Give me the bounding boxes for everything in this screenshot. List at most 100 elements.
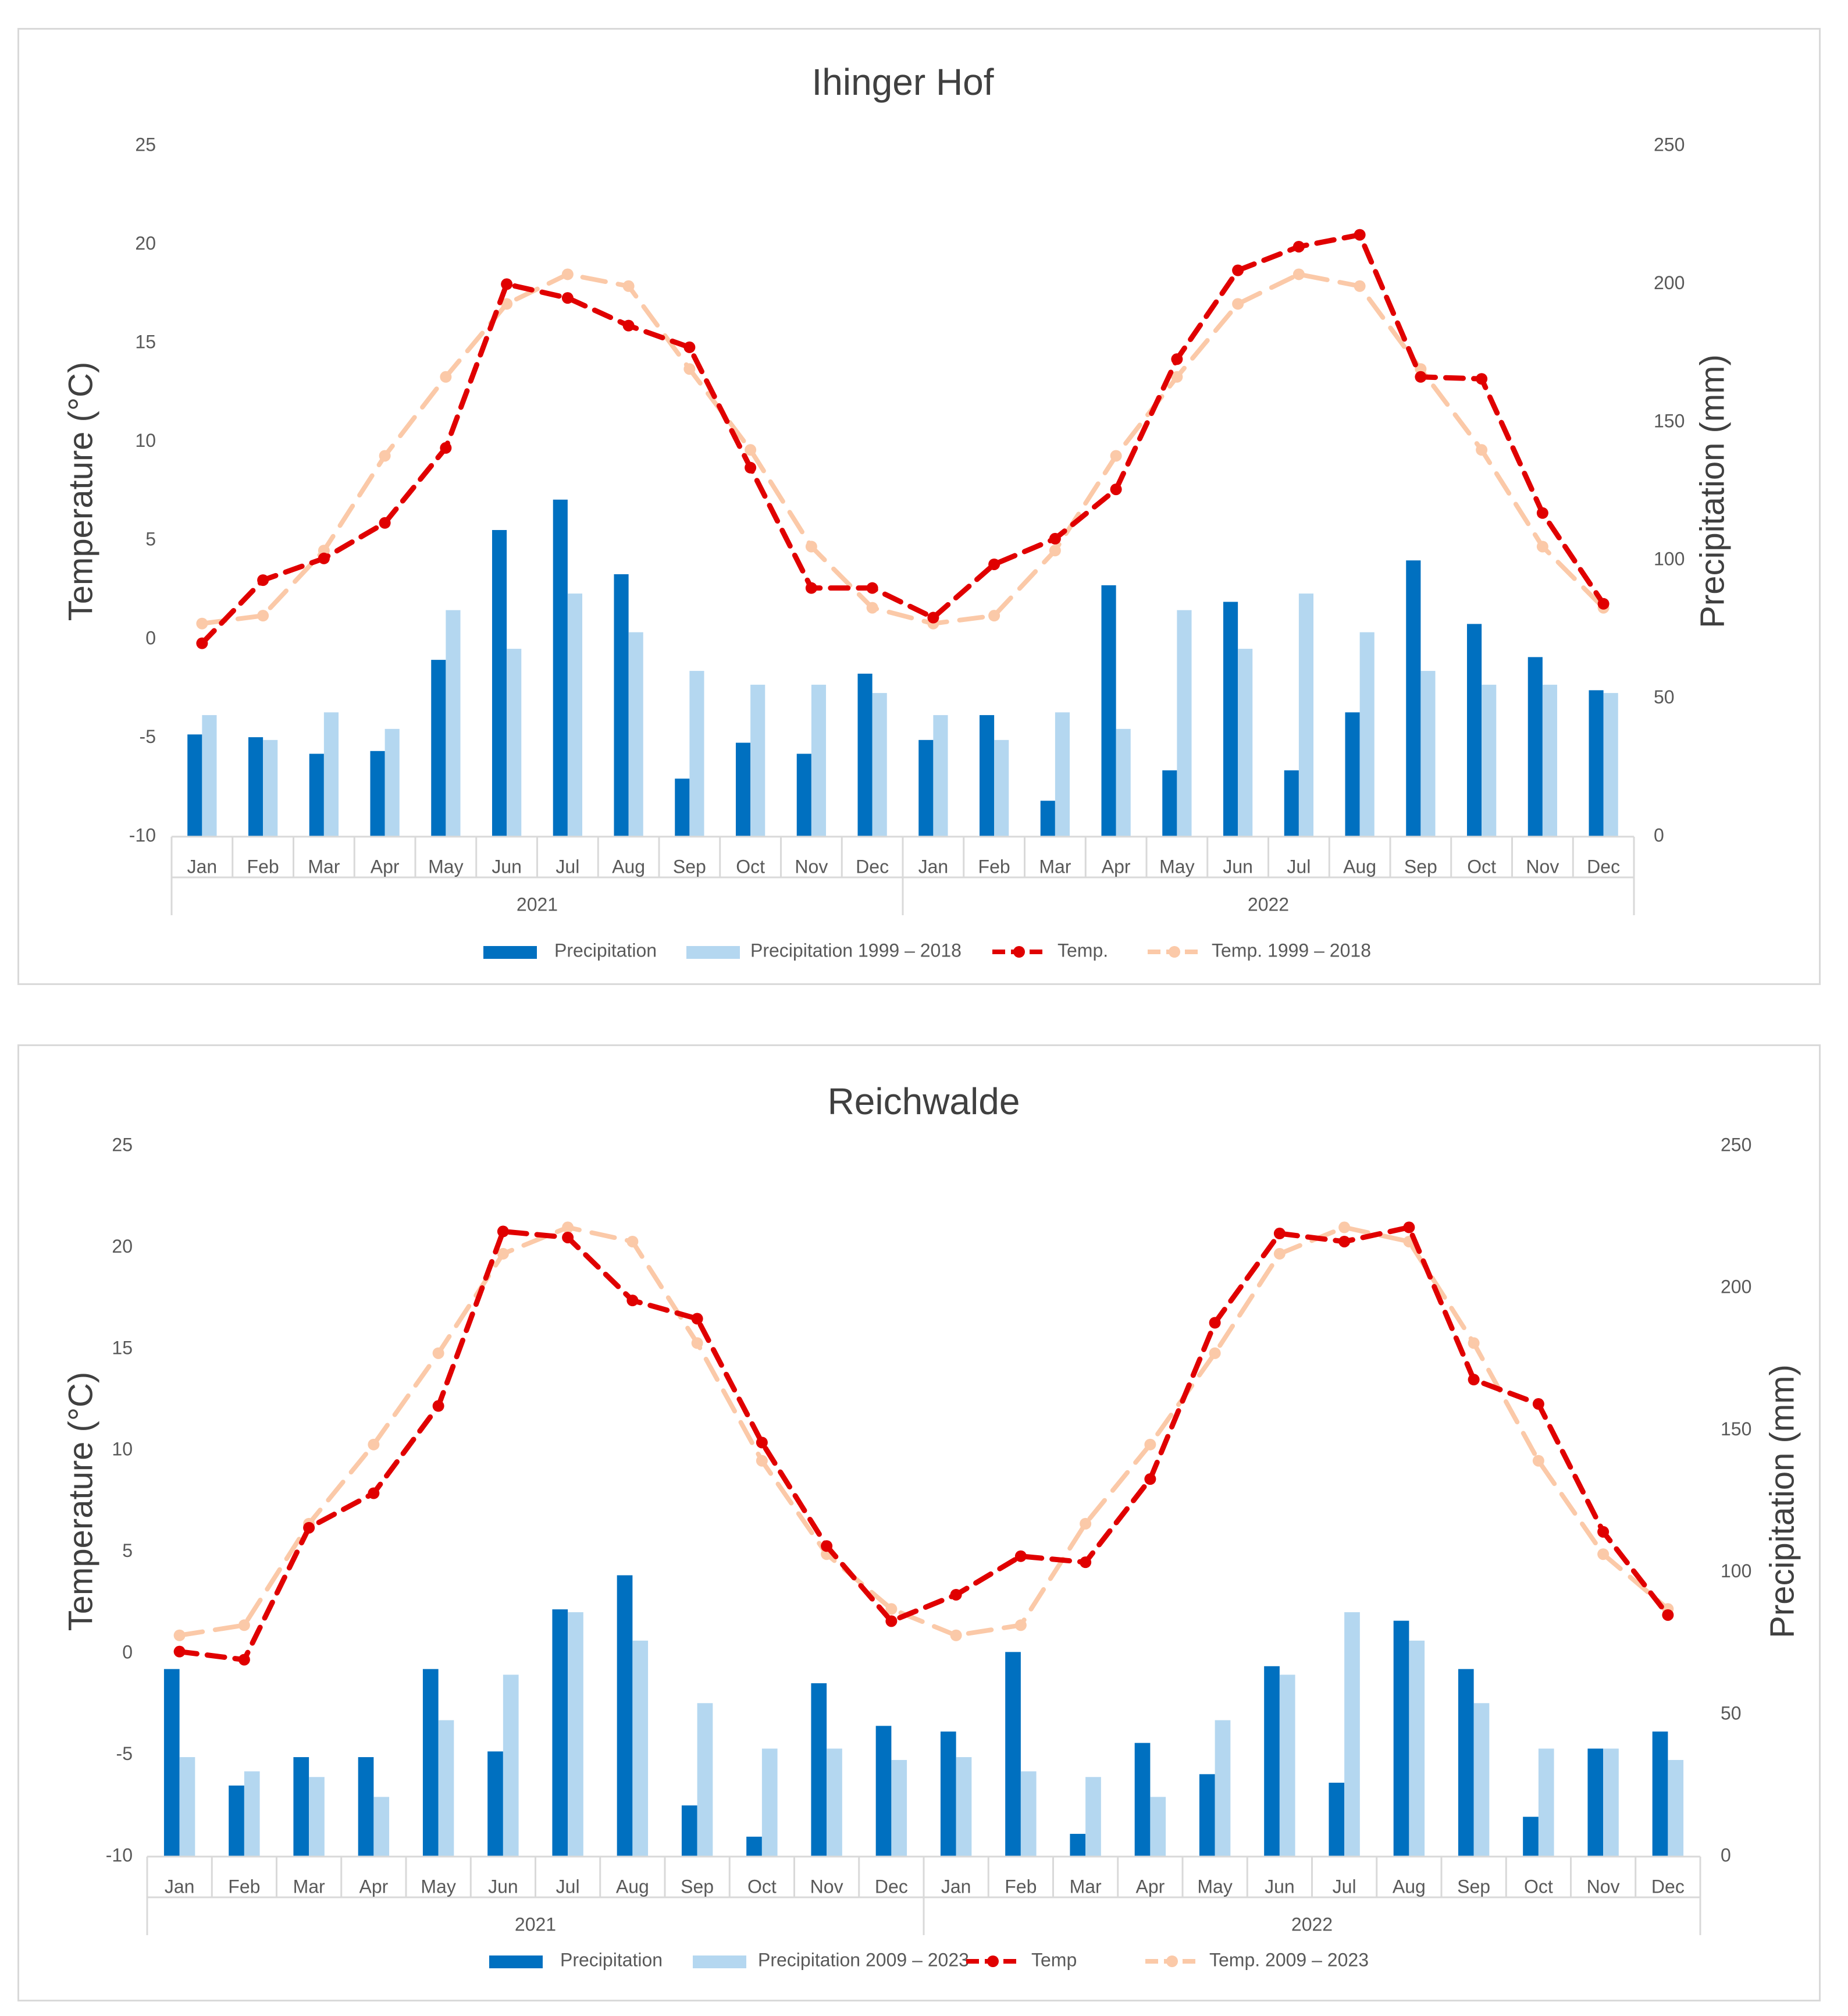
x-month-label: Mar [1039, 856, 1071, 877]
precip-bar [875, 1726, 892, 1857]
temp-point [497, 1225, 509, 1238]
temp-normal-point [497, 1247, 509, 1260]
temp-point [1532, 1398, 1544, 1410]
temp-normal-point [1049, 545, 1061, 557]
temp-normal-line [177, 1225, 1671, 1638]
precip-normal-bar [373, 1797, 390, 1857]
y-right-tick-label: 100 [1721, 1560, 1751, 1581]
temp-point [626, 1295, 639, 1307]
temp-normal-point [196, 617, 208, 630]
temp-point [1403, 1221, 1415, 1233]
y-right-tick-label: 200 [1654, 272, 1685, 293]
y-right-tick-label: 50 [1654, 687, 1675, 707]
chart-reichwalde: Reichwalde Temperature (°C) Precipitation … [17, 1044, 1821, 2001]
x-month-label: Jan [941, 1876, 971, 1897]
temp-normal-point [238, 1619, 250, 1631]
precip-normal-bar [1215, 1720, 1231, 1857]
temp-point [1662, 1609, 1674, 1621]
precip-bar [1329, 1783, 1345, 1857]
precip-bar [1162, 770, 1177, 837]
x-month-label: Apr [1102, 856, 1131, 877]
y-left-tick-label: 0 [145, 627, 156, 648]
x-month-label: Mar [308, 856, 340, 877]
x-month-label: Jan [165, 1876, 195, 1897]
precip-bar [248, 737, 264, 837]
x-month-label: Nov [1587, 1876, 1620, 1897]
precip-bar [1199, 1774, 1215, 1857]
x-month-label: May [1159, 856, 1194, 877]
x-month-label: Sep [1457, 1876, 1490, 1897]
chart-ihinger-hof-svg: Ihinger Hof Temperature (°C) Precipitation… [62, 61, 1731, 961]
x-month-label: Jul [1333, 1876, 1356, 1897]
temp-normal-point [691, 1337, 703, 1349]
legend-marker [1169, 946, 1180, 958]
precip-normal-bar [1409, 1640, 1425, 1857]
temp-normal-point [1144, 1438, 1156, 1450]
temp-point [561, 292, 574, 304]
x-month-label: Mar [1070, 1876, 1102, 1897]
precip-normal-bar [1542, 684, 1558, 837]
temp-normal-point [988, 610, 1000, 622]
x-month-label: May [421, 1876, 455, 1897]
precip-bar [1345, 712, 1360, 837]
temp-point [196, 637, 208, 649]
temp-point [257, 574, 269, 586]
temp-point [885, 1615, 898, 1627]
x-month-label: Apr [359, 1876, 388, 1897]
precip-normal-bar [202, 715, 217, 837]
y-right-tick-label: 50 [1721, 1702, 1742, 1723]
legend-marker [1166, 1955, 1178, 1967]
x-month-label: Dec [1651, 1876, 1685, 1897]
temp-normal-point [1209, 1347, 1221, 1359]
x-month-label: May [1197, 1876, 1232, 1897]
temp-normal-point [950, 1629, 962, 1641]
precip-normal-bar [689, 671, 704, 837]
precip-normal-bar [1150, 1797, 1166, 1857]
precip-bar [1406, 560, 1421, 837]
precip-bar [1040, 801, 1055, 837]
legend-label: Temp. 2009 – 2023 [1209, 1949, 1369, 1970]
x-month-label: Feb [978, 856, 1010, 877]
temp-normal-point [1292, 268, 1305, 280]
precip-bar [1458, 1669, 1474, 1857]
temp-point [1273, 1228, 1286, 1240]
precip-normal-bar [994, 739, 1009, 837]
temp-normal-point [173, 1629, 186, 1641]
precip-normal-bar [568, 1612, 583, 1857]
x-month-label: Jun [492, 856, 522, 877]
temp-point [1415, 371, 1427, 383]
x-month-label: Apr [371, 856, 400, 877]
precip-bar [1134, 1743, 1151, 1857]
legend-marker [987, 1955, 999, 1967]
precip-normal-bar [1085, 1777, 1101, 1857]
legend-label: Temp. [1057, 940, 1108, 961]
chart-title: Ihinger Hof [811, 61, 994, 103]
y-right-tick-label: 100 [1654, 549, 1685, 570]
y-right-tick-label: 0 [1721, 1844, 1731, 1865]
temp-point [622, 319, 635, 332]
x-month-label: Dec [1587, 856, 1620, 877]
precip-bar [940, 1731, 956, 1857]
precip-normal-bar [263, 739, 278, 837]
y-left-tick-label: -10 [106, 1844, 133, 1865]
precip-normal-bar [1238, 649, 1253, 837]
precip-bar [370, 751, 385, 837]
precip-normal-bar [872, 693, 887, 837]
x-month-label: Oct [1524, 1876, 1553, 1897]
chart-title: Reichwalde [828, 1080, 1020, 1122]
precip-normal-bar [811, 684, 827, 837]
x-month-label: Sep [681, 1876, 714, 1897]
legend-label: Temp. 1999 – 2018 [1212, 940, 1371, 961]
precip-normal-bar [1420, 671, 1436, 837]
temp-point [1476, 373, 1488, 385]
x-month-label: Oct [747, 1876, 777, 1897]
precip-normal-bar [891, 1759, 907, 1857]
precip-bar [614, 574, 629, 837]
precip-normal-bar [507, 649, 522, 837]
precip-normal-bar [1603, 693, 1618, 837]
temp-point [1144, 1473, 1156, 1485]
precip-bar [1523, 1816, 1539, 1857]
x-month-label: Sep [673, 856, 706, 877]
precip-normal-bar [632, 1640, 649, 1857]
temp-point [1468, 1374, 1480, 1386]
